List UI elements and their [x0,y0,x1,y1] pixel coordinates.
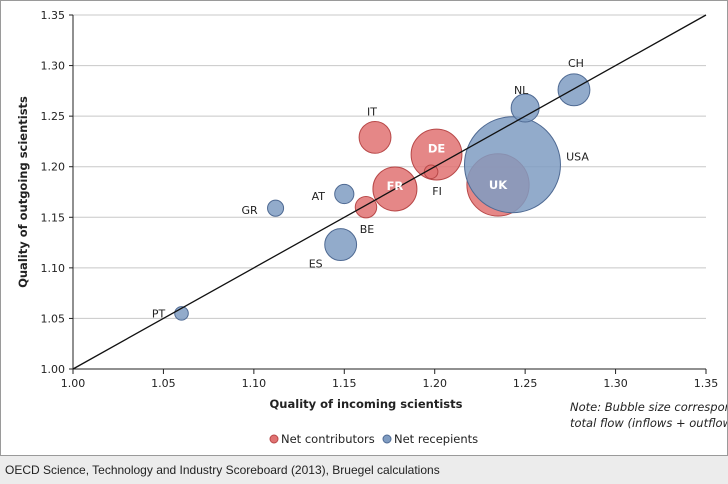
bubble-label-fr: FR [387,179,404,193]
bubble-label-es: ES [309,258,323,271]
y-tick-label: 1.10 [41,262,66,275]
legend-label-net-recepients: Net recepients [394,432,478,446]
bubble-ch [557,73,591,107]
bubble-label-ch: CH [568,57,584,70]
bubble-chart: 1.00 1.05 1.10 1.15 1.20 1.25 1.30 1.35 1.00 1.05… [16,9,728,446]
reference-line-y-equals-x [72,14,707,370]
bubble-label-pt: PT [152,307,166,320]
x-tick-label: 1.25 [513,377,538,390]
bubble-it [358,120,392,154]
x-tick-label: 1.10 [242,377,267,390]
bubble-label-nl: NL [514,84,529,97]
bubble-labels: UK USA CH NL IT DE FR FI AT GR BE ES PT [152,57,590,321]
x-tick-label: 1.05 [151,377,176,390]
bubble-gr [267,199,285,217]
y-tick-label: 1.25 [41,110,66,123]
bubble-de [410,128,463,181]
y-axis-title: Quality of outgoing scientists [16,96,30,288]
bubble-es [324,228,358,262]
y-tick-label: 1.15 [41,211,66,224]
x-tick-label: 1.35 [694,377,719,390]
bubble-label-de: DE [428,142,446,156]
x-tick-label: 1.00 [61,377,86,390]
bubble-label-fi: FI [432,185,442,198]
bubble-usa [463,116,561,214]
bubble-label-it: IT [367,105,377,118]
bubble-fi [423,164,439,180]
note-line-2: total flow (inflows + outflows) [570,416,727,430]
x-tick-label: 1.20 [422,377,447,390]
gridlines [73,14,706,319]
x-axis-title: Quality of incoming scientists [270,397,463,411]
y-tick-label: 1.30 [41,60,66,73]
bubble-be [354,195,378,219]
x-tick-label: 1.15 [332,377,357,390]
y-tick-label: 1.00 [41,363,66,376]
bubbles [174,73,591,321]
legend-label-net-contributors: Net contributors [281,432,375,446]
bubble-label-at: AT [312,190,326,203]
bubble-at [334,183,355,205]
bubble-label-uk: UK [489,178,508,192]
x-tick-label: 1.30 [603,377,628,390]
y-tick-label: 1.35 [41,9,66,22]
source-footer: OECD Science, Technology and Industry Sc… [0,456,728,484]
bubble-label-usa: USA [566,151,589,164]
axes: 1.00 1.05 1.10 1.15 1.20 1.25 1.30 1.35 1.00 1.05… [41,9,719,390]
legend-marker-net-recepients [382,434,392,444]
y-tick-label: 1.20 [41,161,66,174]
legend: Net contributors Net recepients [269,432,478,446]
note-line-1: Note: Bubble size corresponds to the [570,400,727,414]
bubble-nl [510,93,540,123]
y-tick-label: 1.05 [41,312,66,325]
bubble-label-be: BE [360,223,375,236]
legend-marker-net-contributors [269,434,279,444]
bubble-label-gr: GR [241,204,258,217]
chart-container: 1.00 1.05 1.10 1.15 1.20 1.25 1.30 1.35 1.00 1.05… [0,0,728,456]
